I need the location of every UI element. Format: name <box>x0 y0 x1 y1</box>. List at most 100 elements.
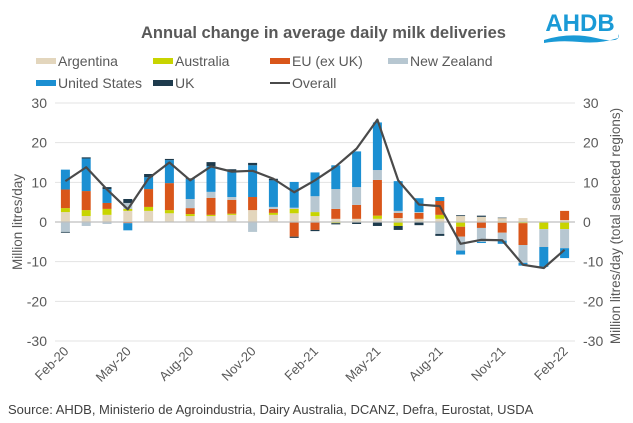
bar-segment-new-zealand <box>102 222 112 224</box>
bar-segment-australia <box>372 215 382 219</box>
x-tick-label: Nov-21 <box>468 344 508 384</box>
bar-stacks <box>60 122 570 267</box>
bar-segment-australia <box>435 214 445 219</box>
legend-item-overall: Overall <box>270 73 336 93</box>
bar-segment-new-zealand <box>268 206 278 209</box>
bar-stack-jan-22 <box>539 222 549 267</box>
bar-segment-new-zealand <box>560 229 570 249</box>
bar-stack-dec-20 <box>268 178 278 222</box>
bar-segment-australia <box>185 214 195 217</box>
bar-segment-new-zealand <box>414 212 424 213</box>
y-tick-label: 10 <box>31 174 47 190</box>
y2-tick-label: 20 <box>583 135 599 151</box>
y-axis-title: Million litres/day <box>10 174 25 270</box>
y-tick-label: 20 <box>31 135 47 151</box>
y-tick-label: -10 <box>27 254 47 270</box>
bar-segment-uk <box>185 178 195 180</box>
bar-segment-argentina <box>185 216 195 222</box>
bar-segment-australia <box>227 213 237 215</box>
legend-label: New Zealand <box>410 53 493 69</box>
legend-swatch-eu <box>270 58 290 64</box>
bar-stack-jul-20 <box>164 158 174 222</box>
bar-segment-new-zealand <box>497 232 507 241</box>
legend-label: Argentina <box>58 53 118 69</box>
bar-segment-united-states <box>331 165 341 190</box>
x-tick-label: May-20 <box>93 344 134 385</box>
bar-stack-jun-21 <box>393 181 403 230</box>
bar-segment-uk <box>393 225 403 230</box>
bar-segment-australia <box>289 208 299 214</box>
bar-segment-uk <box>352 222 362 224</box>
bar-segment-argentina <box>352 218 362 222</box>
legend-label: Australia <box>175 53 230 69</box>
bar-segment-argentina <box>518 218 528 222</box>
bar-segment-uk <box>414 222 424 226</box>
bar-segment-eu-ex-uk <box>144 189 154 207</box>
bar-segment-argentina <box>497 218 507 222</box>
bar-segment-eu-ex-uk <box>414 212 424 219</box>
bar-segment-united-states <box>456 250 466 255</box>
legend-item-united-states: United States <box>36 73 142 93</box>
bar-segment-australia <box>456 222 466 227</box>
legend-swatch-united-states <box>36 80 56 86</box>
y2-tick-label: -20 <box>583 293 603 309</box>
bar-segment-australia <box>268 212 278 215</box>
x-tick-label: Nov-20 <box>218 344 258 384</box>
x-tick-label: Feb-20 <box>32 344 72 384</box>
bar-segment-eu-ex-uk <box>164 183 174 211</box>
bar-segment-argentina <box>248 210 258 222</box>
bar-segment-uk <box>476 215 486 217</box>
bar-segment-united-states <box>289 181 299 208</box>
bar-stack-sep-21 <box>456 215 466 255</box>
bar-segment-eu-ex-uk <box>206 197 216 215</box>
bar-segment-eu-ex-uk <box>185 208 195 215</box>
bar-segment-new-zealand <box>289 207 299 209</box>
bar-segment-argentina <box>476 216 486 222</box>
bar-segment-argentina <box>289 213 299 222</box>
bar-segment-australia <box>102 208 112 215</box>
bar-segment-eu-ex-uk <box>518 223 528 246</box>
legend-item-uk: UK <box>153 73 194 93</box>
legend-item-argentina: Argentina <box>36 51 118 71</box>
bar-segment-new-zealand <box>310 196 320 213</box>
y-tick-label: 0 <box>39 214 47 230</box>
x-tick-label: Feb-22 <box>531 344 571 384</box>
y2-tick-label: -10 <box>583 254 603 270</box>
bar-segment-argentina <box>102 214 112 222</box>
bar-segment-new-zealand <box>206 191 216 198</box>
bar-segment-eu-ex-uk <box>248 197 258 211</box>
bar-segment-argentina <box>331 218 341 222</box>
chart-legend: Argentina Australia EU (ex UK) New Zeala… <box>0 50 633 94</box>
bar-segment-new-zealand <box>227 197 237 200</box>
bar-segment-australia <box>310 212 320 217</box>
bar-segment-new-zealand <box>60 222 70 232</box>
bar-stack-sep-20 <box>206 162 216 222</box>
bar-segment-new-zealand <box>123 202 133 209</box>
bar-segment-argentina <box>123 210 133 222</box>
bar-segment-argentina <box>60 212 70 222</box>
bar-segment-australia <box>560 222 570 230</box>
x-axis-ticks: Feb-20 May-20 Aug-20 Nov-20 Feb-21 May-21 Aug-… <box>32 344 571 385</box>
y-tick-label: -30 <box>27 333 47 349</box>
bar-segment-uk <box>310 229 320 232</box>
bar-stack-feb-20 <box>60 169 70 233</box>
bar-segment-united-states <box>206 166 216 192</box>
bar-segment-argentina <box>144 210 154 222</box>
bar-segment-eu-ex-uk <box>60 189 70 209</box>
bar-segment-new-zealand <box>248 222 258 232</box>
bar-segment-new-zealand <box>372 170 382 180</box>
bar-segment-united-states <box>539 246 549 267</box>
y-tick-label: 30 <box>31 95 47 111</box>
bar-segment-united-states <box>123 223 133 231</box>
legend-swatch-overall <box>270 82 290 84</box>
y2-tick-label: 0 <box>583 214 591 230</box>
bar-segment-united-states <box>81 158 91 192</box>
bar-segment-united-states <box>497 240 507 244</box>
y-tick-label: -20 <box>27 293 47 309</box>
bar-stack-feb-22 <box>560 210 570 259</box>
bar-segment-uk <box>456 215 466 217</box>
y2-tick-label: -30 <box>583 333 603 349</box>
bar-segment-new-zealand <box>352 187 362 205</box>
bar-segment-australia <box>206 214 216 217</box>
